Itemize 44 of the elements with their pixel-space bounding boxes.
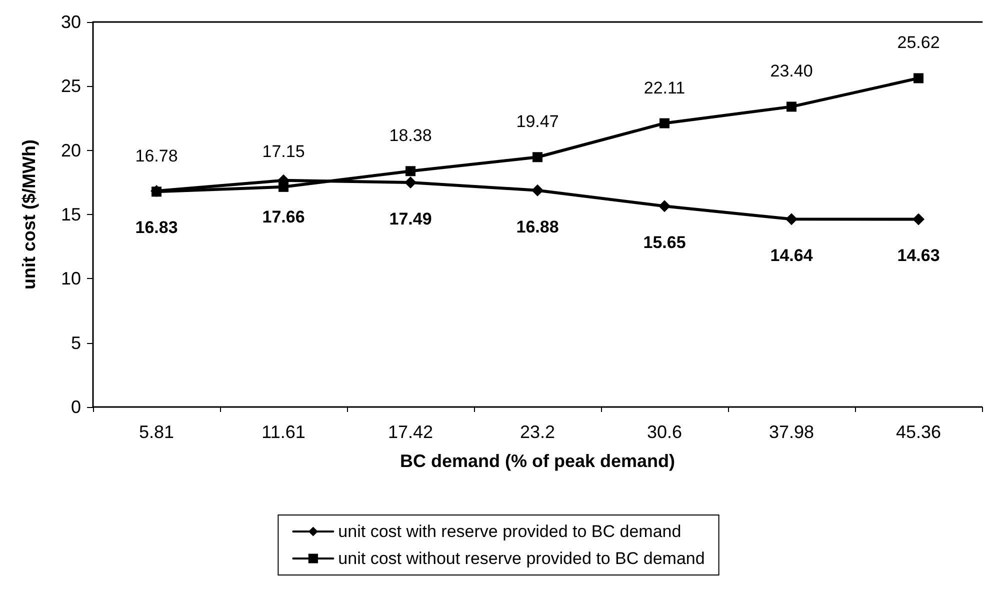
- x-tick-label: 30.6: [646, 422, 682, 442]
- data-label: 14.64: [770, 246, 814, 266]
- point: [914, 73, 924, 84]
- point: [152, 186, 162, 197]
- point: [406, 166, 416, 176]
- point: [660, 118, 670, 128]
- legend-label: unit cost without reserve provided to BC demand: [338, 549, 705, 568]
- data-label: 25.62: [897, 33, 940, 52]
- data-label: 14.63: [897, 246, 940, 266]
- legend-label: unit cost with reserve provided to BC demand: [338, 522, 682, 541]
- y-tick-label: 25: [60, 76, 81, 96]
- y-tick-label: 20: [60, 140, 81, 160]
- point: [404, 176, 416, 189]
- y-tick-label: 30: [60, 12, 81, 32]
- x-axis-title: BC demand (% of peak demand): [400, 451, 676, 471]
- y-tick-label: 15: [60, 204, 81, 224]
- x-tick-label: 45.36: [896, 422, 942, 442]
- point: [786, 102, 796, 112]
- data-label: 18.38: [389, 126, 432, 146]
- point: [658, 200, 670, 212]
- data-label: 16.83: [135, 218, 178, 238]
- data-label: 22.11: [644, 78, 686, 98]
- point: [532, 152, 542, 162]
- data-label: 16.78: [135, 146, 178, 166]
- data-label: 19.47: [516, 112, 559, 132]
- y-tick-label: 0: [70, 397, 81, 417]
- point: [912, 213, 924, 226]
- x-tick-label: 11.61: [262, 422, 306, 442]
- x-tick-label: 37.98: [768, 422, 814, 442]
- point: [786, 213, 798, 226]
- y-tick-label: 10: [60, 268, 81, 289]
- x-tick-label: 5.81: [138, 422, 174, 442]
- data-label: 16.88: [516, 217, 559, 236]
- y-axis-title: unit cost ($/MWh): [19, 140, 39, 290]
- data-label: 23.40: [770, 62, 813, 81]
- point: [278, 182, 288, 192]
- point: [532, 184, 544, 196]
- data-label: 17.66: [262, 207, 305, 226]
- x-tick-label: 23.2: [520, 422, 556, 442]
- x-tick-label: 17.42: [388, 422, 434, 442]
- y-tick-label: 5: [70, 332, 81, 353]
- data-label: 17.15: [262, 142, 305, 161]
- data-label: 17.49: [389, 210, 432, 229]
- data-label: 15.65: [643, 233, 686, 252]
